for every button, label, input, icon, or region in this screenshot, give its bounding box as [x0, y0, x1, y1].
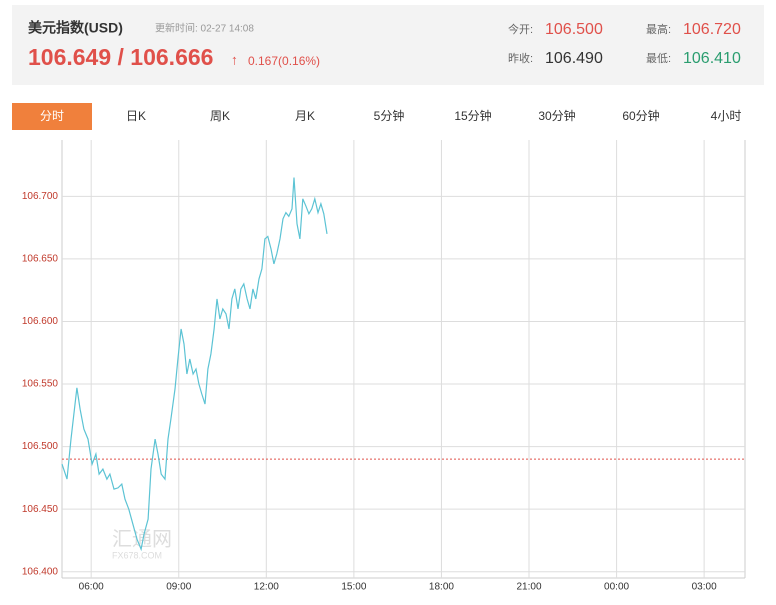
y-tick-label: 106.400: [22, 566, 59, 577]
y-tick-label: 106.550: [22, 379, 59, 390]
arrow: ↑: [231, 52, 238, 68]
prev-close-value: 106.490: [545, 50, 603, 67]
tab[interactable]: 周K: [210, 109, 230, 123]
x-tick-label: 21:00: [516, 582, 541, 593]
y-tick-label: 106.600: [22, 316, 59, 327]
high-value: 106.720: [683, 21, 741, 38]
open-label: 今开:: [508, 22, 533, 36]
price: 106.649 / 106.666: [28, 44, 213, 70]
y-tick-label: 106.500: [22, 441, 59, 452]
x-tick-label: 09:00: [166, 582, 191, 593]
tab[interactable]: 5分钟: [374, 108, 405, 123]
active-tab-bg: [12, 103, 92, 130]
prev-close-label: 昨收:: [508, 51, 533, 65]
tab[interactable]: 日K: [126, 109, 146, 123]
x-tick-label: 03:00: [692, 582, 717, 593]
x-tick-label: 06:00: [79, 582, 104, 593]
open-value: 106.500: [545, 21, 603, 38]
tab[interactable]: 分时: [40, 109, 64, 123]
y-tick-label: 106.450: [22, 504, 59, 515]
tab[interactable]: 月K: [295, 109, 315, 123]
high-label: 最高:: [646, 22, 671, 36]
x-tick-label: 18:00: [429, 582, 454, 593]
tab[interactable]: 4小时: [711, 109, 742, 123]
tab[interactable]: 30分钟: [538, 108, 575, 123]
x-tick-label: 15:00: [341, 582, 366, 593]
low-label: 最低:: [646, 52, 671, 65]
watermark-site: FX678.COM: [112, 550, 162, 560]
y-tick-label: 106.700: [22, 191, 59, 202]
x-tick-label: 00:00: [604, 582, 629, 593]
price-line: [61, 177, 328, 552]
header-panel: [12, 5, 764, 85]
tab[interactable]: 15分钟: [454, 108, 491, 123]
update-time: 更新时间: 02-27 14:08: [155, 22, 254, 35]
y-tick-label: 106.650: [22, 254, 59, 265]
x-tick-label: 12:00: [254, 582, 279, 593]
watermark: 汇通网: [112, 527, 172, 550]
change: 0.167(0.16%): [248, 54, 320, 68]
low-value: 106.410: [683, 50, 741, 67]
tab[interactable]: 60分钟: [622, 108, 659, 123]
title: 美元指数(USD): [28, 20, 123, 36]
